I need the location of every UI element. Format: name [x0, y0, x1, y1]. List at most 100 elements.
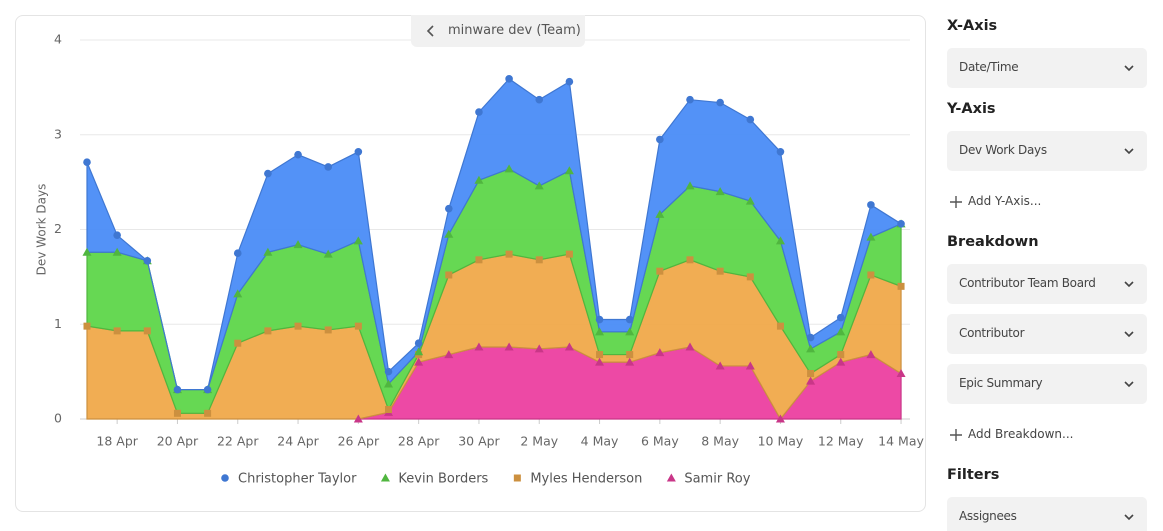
- point: [656, 135, 664, 144]
- chart: 0 1 2 3 4 Dev Work Days 18 Apr 20 Apr 22 Apr 24 A…: [35, 32, 925, 487]
- dropdown-label: Dev Work Days: [959, 143, 1047, 157]
- point: [354, 148, 363, 156]
- point: [716, 267, 724, 275]
- x-tick-label: 20 Apr: [157, 434, 199, 449]
- section-title: X-Axis: [947, 18, 998, 34]
- point: [595, 327, 605, 336]
- x-tick-label: 22 Apr: [217, 434, 259, 449]
- point: [836, 327, 846, 336]
- y-tick-label: 1: [54, 316, 62, 331]
- legend-marker: [666, 473, 676, 482]
- dropdown-label: Epic Summary: [959, 376, 1043, 390]
- add-button[interactable]: Add Breakdown...: [950, 427, 1073, 441]
- chevron-down: [1124, 331, 1134, 338]
- point: [83, 322, 91, 330]
- point: [323, 249, 333, 258]
- point: [775, 414, 785, 423]
- legend-marker: [380, 473, 390, 482]
- chevron-down: [1124, 65, 1134, 72]
- x-tick-label: 28 Apr: [398, 434, 440, 449]
- y-tick-label: 0: [54, 411, 62, 426]
- x-tick-label: 8 May: [701, 434, 739, 449]
- add-button[interactable]: Add Y-Axis...: [950, 194, 1041, 208]
- legend-label: Christopher Taylor: [238, 472, 357, 487]
- area: [86, 78, 903, 391]
- dropdown-label: Contributor: [959, 326, 1025, 340]
- chevron-down: [1124, 381, 1134, 388]
- legend-label: Samir Roy: [684, 472, 750, 487]
- point: [685, 181, 695, 190]
- point: [324, 326, 332, 334]
- point: [113, 327, 121, 335]
- point: [264, 327, 272, 335]
- point: [474, 175, 484, 184]
- dropdown[interactable]: Assignees: [947, 497, 1147, 531]
- point: [715, 361, 725, 370]
- x-tick-label: 30 Apr: [458, 434, 500, 449]
- point: [294, 150, 302, 159]
- team-back-button[interactable]: minware dev (Team): [411, 15, 585, 47]
- point: [293, 240, 303, 249]
- point: [535, 256, 543, 264]
- point: [445, 271, 453, 279]
- add-label: Add Breakdown...: [968, 427, 1074, 441]
- point: [354, 322, 362, 330]
- point: [806, 333, 815, 342]
- point: [384, 367, 393, 376]
- point: [475, 256, 483, 264]
- legend-marker: [221, 474, 229, 482]
- point: [776, 322, 784, 330]
- dropdown-label: Date/Time: [959, 60, 1019, 74]
- point: [565, 250, 573, 258]
- point: [596, 351, 604, 359]
- point: [534, 181, 544, 190]
- point: [535, 95, 544, 104]
- point: [445, 204, 453, 213]
- x-tick-label: 12 May: [818, 434, 864, 449]
- point: [534, 344, 544, 353]
- y-tick-label: 3: [54, 126, 62, 141]
- point: [475, 108, 483, 116]
- point: [294, 322, 302, 330]
- point: [866, 232, 876, 241]
- point: [474, 342, 484, 351]
- point: [806, 376, 816, 385]
- point: [504, 164, 514, 173]
- point: [775, 236, 785, 245]
- point: [353, 414, 363, 423]
- point: [414, 357, 424, 366]
- point: [113, 231, 121, 239]
- point: [897, 220, 905, 228]
- point: [897, 282, 905, 290]
- section-title: Filters: [947, 467, 1000, 483]
- point: [444, 350, 454, 359]
- point: [837, 351, 845, 359]
- point: [776, 148, 785, 156]
- dropdown[interactable]: Date/Time: [947, 48, 1147, 88]
- point: [264, 169, 272, 178]
- x-tick-label: 14 May: [878, 434, 924, 449]
- x-tick-label: 24 Apr: [277, 434, 319, 449]
- point: [504, 342, 514, 351]
- y-tick-label: 2: [54, 221, 62, 236]
- point: [173, 409, 181, 417]
- y-tick-label: 4: [54, 32, 62, 47]
- point: [143, 327, 151, 335]
- dropdown[interactable]: Contributor Team Board: [947, 264, 1147, 304]
- x-tick-label: 6 May: [641, 434, 679, 449]
- plus-icon: [950, 195, 962, 208]
- point: [414, 347, 424, 356]
- dropdown[interactable]: Epic Summary: [947, 364, 1147, 404]
- point: [82, 247, 92, 256]
- point: [836, 313, 845, 322]
- point: [83, 158, 91, 167]
- dropdown[interactable]: Dev Work Days: [947, 131, 1147, 171]
- point: [685, 342, 695, 351]
- point: [896, 369, 906, 378]
- dropdown[interactable]: Contributor: [947, 314, 1147, 354]
- point: [353, 236, 363, 245]
- y-axis-label: Dev Work Days: [35, 184, 49, 276]
- legend-marker: [513, 474, 521, 482]
- point: [746, 273, 754, 281]
